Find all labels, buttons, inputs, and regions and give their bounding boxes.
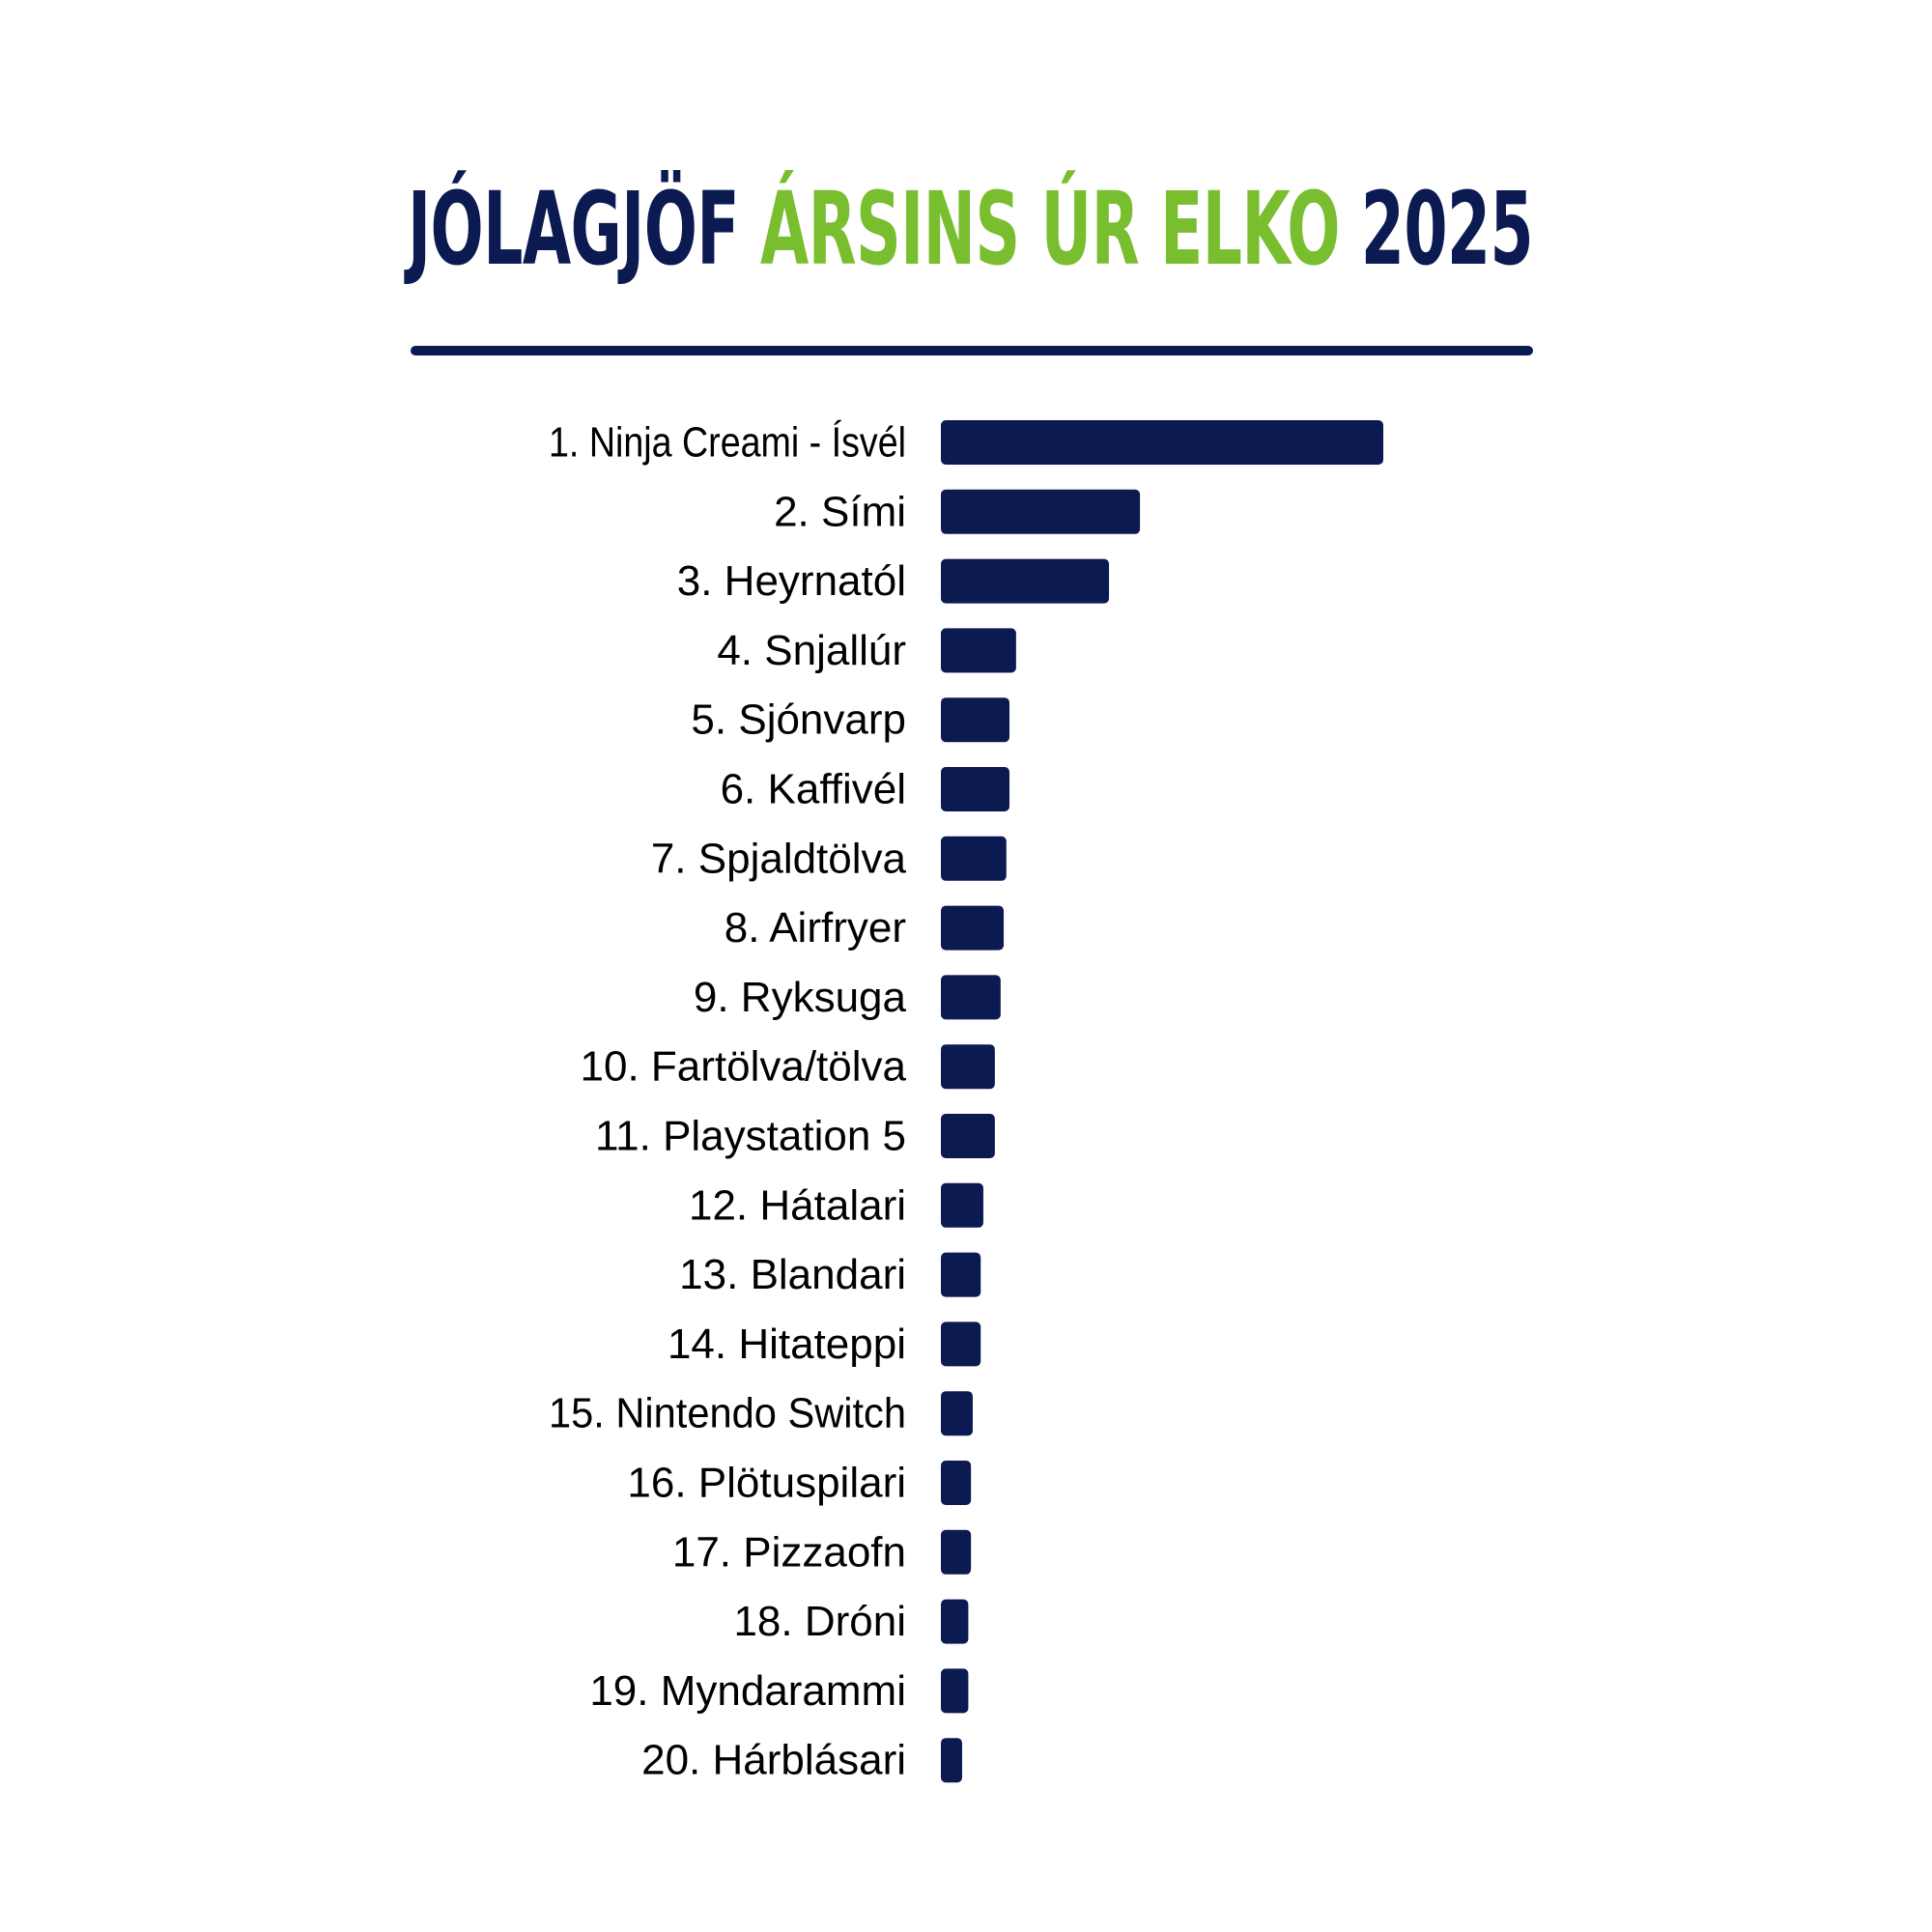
bar-label: 19. Myndarammi — [589, 1667, 906, 1715]
bar — [941, 420, 1383, 465]
bar — [941, 836, 1007, 881]
bar — [941, 1738, 962, 1783]
bar-label: 11. Playstation 5 — [595, 1113, 906, 1160]
bar-label: 20. Hárblásari — [641, 1737, 906, 1784]
bar — [941, 767, 1009, 811]
bar — [941, 1182, 983, 1228]
title-divider — [411, 346, 1533, 355]
bar-label: 5. Sjónvarp — [691, 696, 906, 744]
chart-title: JÓLAGJÖF ÁRSINS ÚR ELKO 2025 — [408, 166, 1534, 292]
bar — [941, 628, 1016, 673]
bar — [941, 697, 1009, 743]
bar-label: 14. Hitateppi — [668, 1321, 906, 1368]
bar-label: 13. Blandari — [679, 1251, 906, 1298]
bar — [941, 1114, 995, 1158]
bar — [941, 1461, 972, 1505]
bar-label: 7. Spjaldtölva — [651, 835, 907, 882]
bar-label: 6. Kaffivél — [721, 766, 906, 813]
bar — [941, 1044, 995, 1090]
bar — [941, 1321, 981, 1367]
bar — [941, 1599, 969, 1644]
bar — [941, 489, 1141, 534]
bar-label: 15. Nintendo Switch — [549, 1390, 906, 1437]
bar-label: 1. Ninja Creami - Ísvél — [549, 419, 906, 467]
bar-label: 17. Pizzaofn — [672, 1528, 906, 1576]
bar — [941, 1668, 969, 1714]
bar-label: 12. Hátalari — [689, 1181, 906, 1229]
bar — [941, 975, 1001, 1020]
bar-label: 4. Snjallúr — [717, 627, 906, 674]
title-part-2: ÁRSINS ÚR ELKO — [759, 170, 1340, 288]
bar-label: 10. Fartölva/tölva — [581, 1043, 907, 1091]
bar — [941, 905, 1005, 951]
bar-label: 16. Plötuspilari — [627, 1460, 906, 1507]
bar-label: 18. Dróni — [733, 1598, 906, 1645]
bar — [941, 1529, 972, 1575]
bar — [941, 1252, 981, 1297]
bar-label: 3. Heyrnatól — [677, 557, 906, 605]
title-part-3: 2025 — [1360, 170, 1534, 288]
bar-label: 8. Airfryer — [724, 904, 906, 952]
bar-label: 2. Sími — [774, 488, 906, 535]
title-part-1: JÓLAGJÖF — [408, 170, 740, 288]
bar-label: 9. Ryksuga — [694, 974, 907, 1021]
bar — [941, 1391, 973, 1436]
bar — [941, 558, 1110, 604]
